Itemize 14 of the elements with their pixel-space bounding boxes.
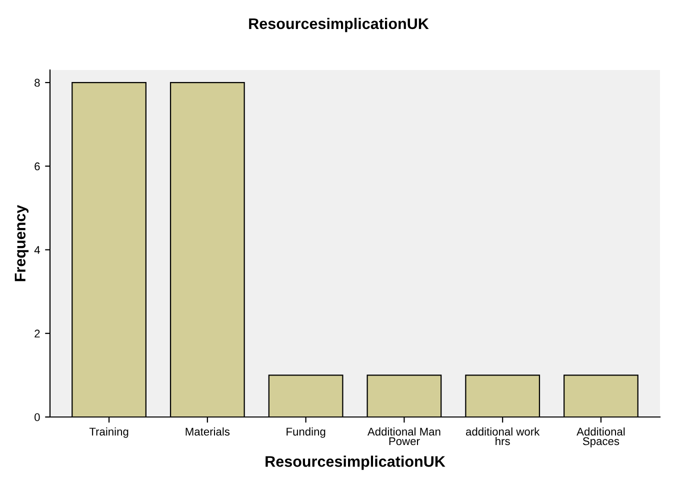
- x-tick-label: additional work hrs: [466, 427, 540, 446]
- x-tick-label: Additional Spaces: [576, 427, 625, 448]
- x-axis-title: ResourcesimplicationUK: [266, 456, 446, 470]
- y-tick-label: 4: [34, 246, 40, 254]
- y-tick-label: 8: [34, 78, 40, 87]
- y-tick-label: 2: [34, 330, 40, 338]
- y-axis-title: Frequency: [14, 204, 29, 282]
- x-tick-label: Additional Man Power: [367, 427, 440, 446]
- y-tick-label: 0: [34, 413, 40, 422]
- chart-title: ResourcesimplicationUK: [249, 18, 429, 32]
- y-tick-label: 6: [34, 162, 40, 170]
- x-tick-label: Training: [89, 427, 128, 438]
- x-tick-label: Funding: [286, 427, 326, 438]
- x-tick-label: Materials: [186, 427, 230, 436]
